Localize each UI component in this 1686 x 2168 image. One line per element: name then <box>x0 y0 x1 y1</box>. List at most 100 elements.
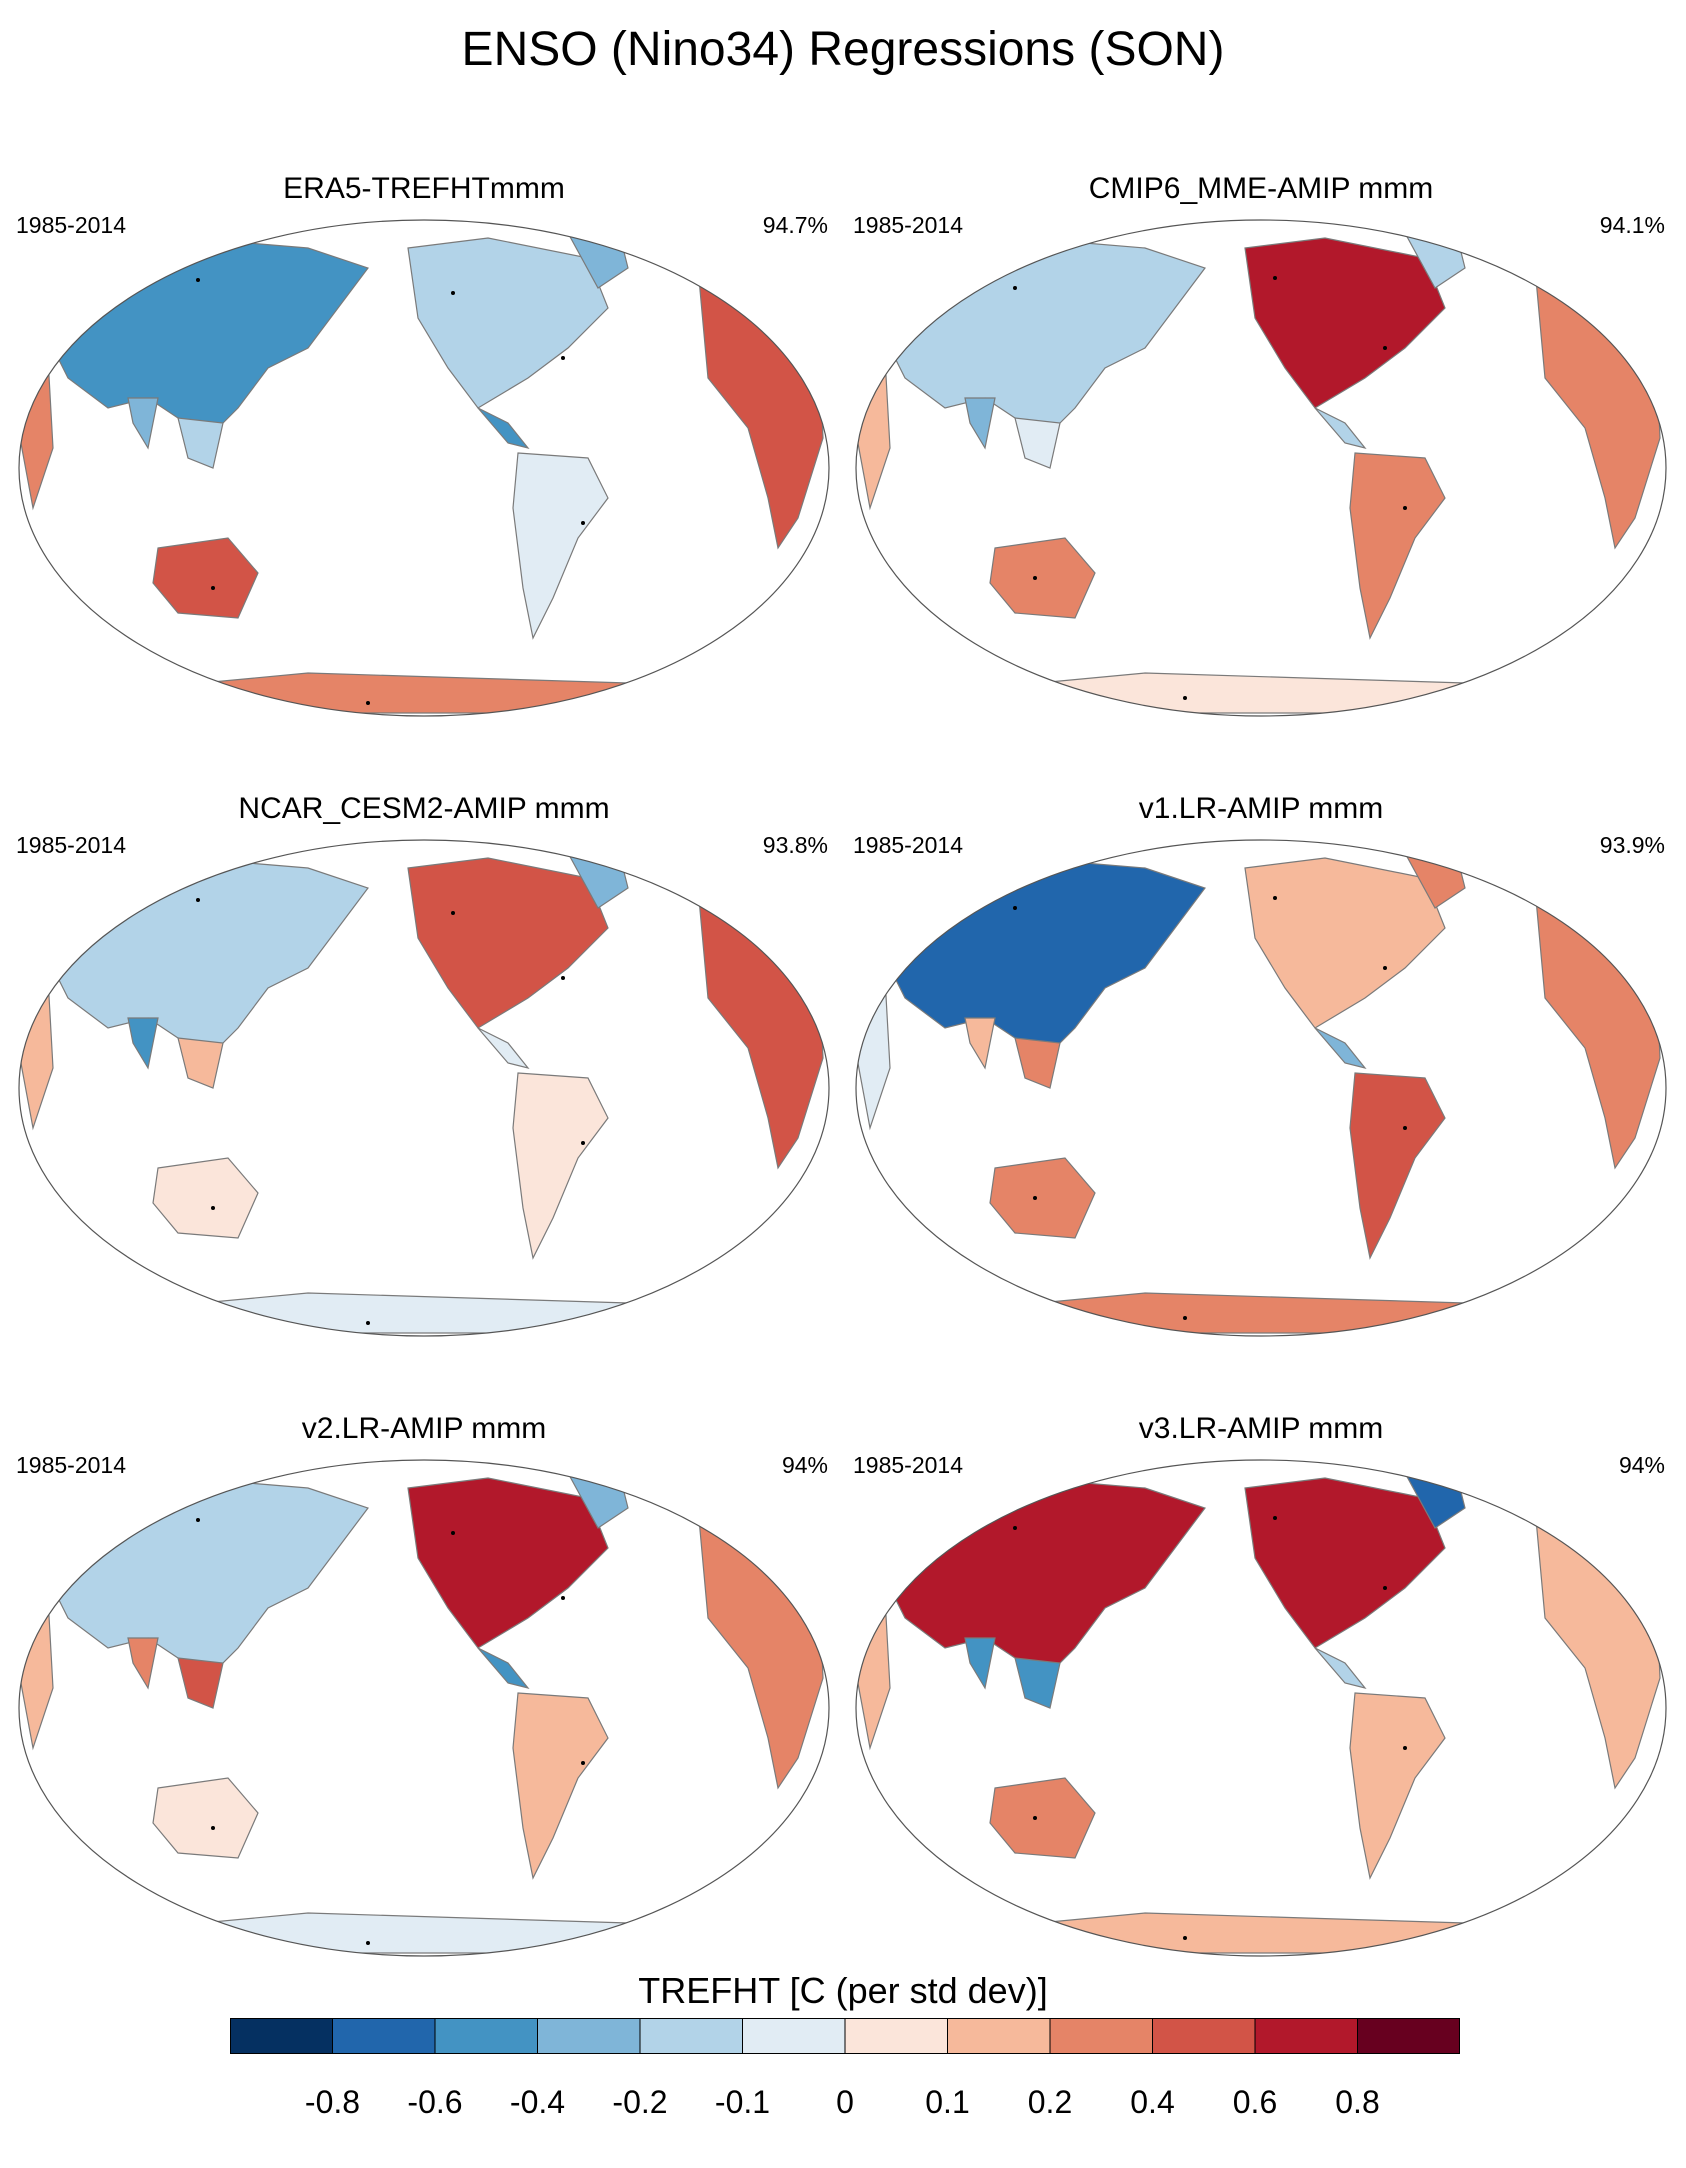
land-south-america <box>512 1692 609 1880</box>
significance-dot <box>1033 1196 1037 1200</box>
panel-percentage: 94.1% <box>1599 212 1665 238</box>
colorbar-swatch <box>1357 2018 1460 2054</box>
colorbar-swatch <box>537 2018 641 2054</box>
significance-dot <box>1033 576 1037 580</box>
panel-percentage: 94% <box>1618 1452 1665 1478</box>
panel-percentage: 94% <box>781 1452 828 1478</box>
land-north-america <box>1244 857 1446 1029</box>
significance-dot <box>1273 1516 1277 1520</box>
land-north-america <box>407 1477 609 1649</box>
significance-dot <box>1033 1816 1037 1820</box>
significance-dot <box>1273 896 1277 900</box>
panel-title: v1.LR-AMIP mmm <box>1138 792 1384 825</box>
significance-dot <box>1403 1126 1407 1130</box>
land-central-america <box>1314 1027 1367 1070</box>
land-india <box>127 1637 159 1690</box>
colorbar-tick-label: -0.6 <box>407 2084 463 2120</box>
land-se-asia <box>177 417 224 469</box>
colorbar-tick-label: 0 <box>836 2084 854 2120</box>
significance-dot <box>196 898 200 902</box>
panel-title: NCAR_CESM2-AMIP mmm <box>238 792 610 825</box>
colorbar-tick-label: -0.4 <box>509 2084 566 2120</box>
significance-dot <box>1013 1526 1017 1530</box>
map-border <box>855 219 1667 717</box>
panel-title: v3.LR-AMIP mmm <box>1138 1412 1384 1445</box>
map-panel-cmip6-mme: CMIP6_MME-AMIP mmm 1985-2014 94.1% <box>845 172 1677 732</box>
land-se-asia <box>1014 1037 1061 1089</box>
significance-dot <box>156 896 160 900</box>
land-australia <box>152 537 259 619</box>
map-border <box>855 1459 1667 1957</box>
significance-dot <box>581 1141 585 1145</box>
colorbar-tick-label: 0.1 <box>925 2084 970 2120</box>
significance-dot <box>1013 286 1017 290</box>
panel-percentage: 93.9% <box>1599 832 1665 858</box>
land-central-america <box>1314 1647 1367 1690</box>
colorbar-tick-label: 0.2 <box>1027 2084 1073 2120</box>
land-se-asia <box>1014 1657 1061 1709</box>
colorbar-title: TREFHT [C (per std dev)] <box>638 1970 1048 2011</box>
land-se-asia <box>177 1657 224 1709</box>
land-india <box>127 397 159 450</box>
colorbar-swatch <box>845 2018 948 2054</box>
land-north-america <box>407 857 609 1029</box>
land-north-america <box>407 237 609 409</box>
significance-dot <box>1183 696 1187 700</box>
significance-dot <box>561 356 565 360</box>
panel-title: v2.LR-AMIP mmm <box>301 1412 547 1445</box>
significance-dot <box>196 1518 200 1522</box>
significance-dot <box>451 911 455 915</box>
significance-dot <box>1383 966 1387 970</box>
significance-dot <box>1013 906 1017 910</box>
significance-dot <box>156 1516 160 1520</box>
colorbar-swatch <box>1255 2018 1358 2054</box>
panel-percentage: 94.7% <box>762 212 828 238</box>
significance-dot <box>1383 1586 1387 1590</box>
land-south-america <box>1349 1072 1446 1260</box>
significance-dot <box>156 276 160 280</box>
panel-period: 1985-2014 <box>16 1452 126 1478</box>
map-panel-era5: ERA5-TREFHTmmm 1985-2014 94.7% <box>8 172 840 732</box>
map-panel-v1-lr: v1.LR-AMIP mmm 1985-2014 93.9% <box>845 792 1677 1352</box>
colorbar-swatch <box>742 2018 846 2054</box>
world-map <box>18 1459 830 1957</box>
land-india <box>964 397 996 450</box>
panel-period: 1985-2014 <box>853 832 963 858</box>
significance-dot <box>581 1761 585 1765</box>
colorbar-tick-label: 0.8 <box>1335 2084 1380 2120</box>
land-south-america <box>1349 452 1446 640</box>
significance-dot <box>211 586 215 590</box>
colorbar-tick-label: 0.4 <box>1130 2084 1175 2120</box>
significance-dot <box>451 291 455 295</box>
significance-dot <box>1383 346 1387 350</box>
panel-percentage: 93.8% <box>762 832 828 858</box>
map-border <box>855 839 1667 1337</box>
colorbar-swatch <box>1152 2018 1256 2054</box>
world-map <box>18 219 830 717</box>
colorbar-swatch <box>332 2018 436 2054</box>
colorbar-swatch <box>435 2018 538 2054</box>
significance-dot <box>451 1531 455 1535</box>
land-australia <box>989 537 1096 619</box>
panel-period: 1985-2014 <box>853 212 963 238</box>
figure-title: ENSO (Nino34) Regressions (SON) <box>461 23 1225 76</box>
significance-dot <box>581 521 585 525</box>
world-map <box>855 1459 1667 1957</box>
land-australia <box>989 1777 1096 1859</box>
significance-dot <box>1403 506 1407 510</box>
land-central-america <box>477 1647 530 1690</box>
significance-dot <box>366 1941 370 1945</box>
land-australia <box>989 1157 1096 1239</box>
land-south-america <box>512 1072 609 1260</box>
colorbar-tick-label: -0.1 <box>714 2084 771 2120</box>
world-map <box>18 839 830 1337</box>
significance-dot <box>366 701 370 705</box>
map-panel-ncar-cesm2: NCAR_CESM2-AMIP mmm 1985-2014 93.8% <box>8 792 840 1352</box>
significance-dot <box>211 1826 215 1830</box>
land-north-america <box>1244 237 1446 409</box>
land-north-america <box>1244 1477 1446 1649</box>
map-border <box>18 1459 830 1957</box>
significance-dot <box>1403 1746 1407 1750</box>
colorbar-swatch <box>1050 2018 1153 2054</box>
map-panel-v3-lr: v3.LR-AMIP mmm 1985-2014 94% <box>845 1412 1677 1972</box>
